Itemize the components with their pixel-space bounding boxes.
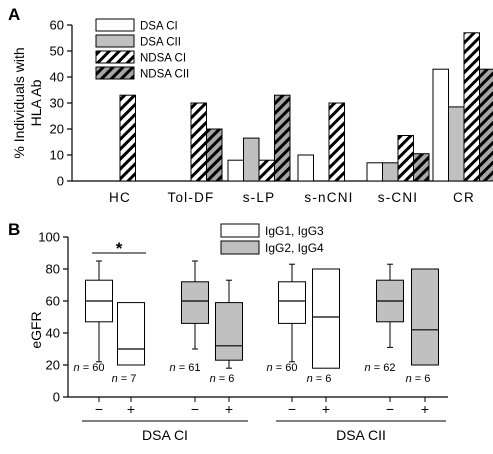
panel-a: A % Individuals with HLA Ab 0 10 20 30 40 50 60… <box>8 5 493 205</box>
bar-ndsa-ci-hc <box>119 94 136 182</box>
panel-b-y-tick-label: 40 <box>46 326 60 341</box>
box-n-label: n = 61 <box>170 362 201 374</box>
group-label: DSA CI <box>142 427 188 443</box>
panel-a-category-label: CR <box>453 190 475 205</box>
panel-b-y-tick-label: 80 <box>46 262 60 277</box>
panel-a-category-label: Tol-DF <box>168 190 215 205</box>
panel-a-y-tick-label: 40 <box>50 70 64 85</box>
bar-ndsa-ci-cr <box>463 32 480 182</box>
panel-b-y-axis-title: eGFR <box>28 311 44 348</box>
legend-label-dsa-cii: DSA CII <box>140 37 181 49</box>
panel-a-legend: DSA CI DSA CII NDSA CI NDSA CII <box>95 18 189 81</box>
box-plot: n = 60 <box>267 263 306 374</box>
panel-b-legend: IgG1, IgG3 IgG2, IgG4 <box>220 223 324 255</box>
box-iqr <box>278 281 306 324</box>
box-plot: n = 6 <box>406 268 439 385</box>
panel-a-y-tick-label: 0 <box>57 174 64 189</box>
bar-ndsa-ci-s-lp <box>258 159 275 182</box>
legend-label-1: IgG1, IgG3 <box>265 224 324 238</box>
bar-dsa-cii-s-lp <box>243 137 260 182</box>
box-iqr <box>215 302 243 361</box>
bar-ndsa-ci-tol-df <box>190 102 207 182</box>
box-plot: n = 6 <box>307 268 340 385</box>
panel-a-category-label: s-LP <box>243 190 276 205</box>
box-n-label: n = 6 <box>307 373 332 385</box>
panel-b-sign-label: + <box>322 401 330 417</box>
box-n-label: n = 60 <box>74 362 105 374</box>
panel-a-y-tick-label: 60 <box>50 18 64 33</box>
panel-a-category-label: s-nCNI <box>304 190 353 205</box>
legend-swatch-dsa-ci <box>95 18 135 32</box>
panel-a-category-label: HC <box>109 190 131 205</box>
box-n-label: n = 6 <box>210 373 235 385</box>
panel-b-sign-label: + <box>127 401 135 417</box>
panel-b-y-tick-label: 60 <box>46 294 60 309</box>
box-n-label: n = 6 <box>406 373 431 385</box>
legend-label-dsa-ci: DSA CI <box>140 21 178 33</box>
bar-dsa-cii-cr <box>448 106 465 182</box>
bar-ndsa-cii-s-cni <box>413 153 430 182</box>
box-iqr <box>117 302 145 366</box>
box-plot: n = 61 <box>170 260 209 374</box>
group-label: DSA CII <box>336 427 386 443</box>
bar-dsa-ci-s-cni <box>366 162 383 182</box>
panel-b-sign-label: + <box>421 401 429 417</box>
box-n-label: n = 7 <box>112 373 137 385</box>
legend-swatch-ndsa-cii <box>95 66 135 80</box>
bar-dsa-ci-s-ncni <box>297 154 314 182</box>
panel-b-y-tick-label: 20 <box>46 358 60 373</box>
panel-b-y-tick-label: 0 <box>53 390 60 405</box>
legend-label-2: IgG2, IgG4 <box>265 241 324 255</box>
box-plot: n = 62 <box>365 263 404 374</box>
panel-b: B eGFR 0 20 40 60 80 100 n = 60 n = 7 n = 61 n =… <box>8 220 448 443</box>
panel-a-y-tick-label: 50 <box>50 44 64 59</box>
bar-dsa-ci-cr <box>432 68 449 182</box>
panel-a-y-axis-title-line-1: % Individuals with <box>11 47 27 158</box>
box-iqr <box>312 268 340 369</box>
bar-dsa-cii-s-cni <box>382 162 399 182</box>
panel-a-y-tick-label: 10 <box>50 148 64 163</box>
bar-ndsa-cii-tol-df <box>206 128 223 182</box>
bar-ndsa-ci-s-cni <box>397 135 414 182</box>
panel-a-y-tick-label: 20 <box>50 122 64 137</box>
legend-swatch-2 <box>220 240 260 255</box>
panel-a-y-tick-label: 30 <box>50 96 64 111</box>
box-iqr <box>181 281 209 324</box>
legend-swatch-ndsa-ci <box>95 50 135 64</box>
bar-dsa-ci-s-lp <box>227 159 244 182</box>
panel-b-sign-label: − <box>191 401 199 417</box>
bar-ndsa-ci-s-ncni <box>328 102 345 182</box>
box-n-label: n = 60 <box>267 362 298 374</box>
panel-b-letter: B <box>8 220 20 239</box>
panel-b-y-tick-label: 100 <box>38 230 60 245</box>
box-plot: n = 7 <box>112 302 145 385</box>
panel-b-sign-label: − <box>288 401 296 417</box>
bar-ndsa-cii-s-lp <box>274 94 291 182</box>
box-plot: n = 60 <box>74 260 113 374</box>
legend-swatch-dsa-cii <box>95 34 135 48</box>
panel-b-sign-label: + <box>225 401 233 417</box>
box-plot: n = 6 <box>210 279 243 385</box>
legend-swatch-1 <box>220 223 260 238</box>
legend-label-ndsa-cii: NDSA CII <box>140 69 189 81</box>
panel-a-letter: A <box>8 5 20 24</box>
panel-b-sign-label: − <box>386 401 394 417</box>
box-n-label: n = 62 <box>365 362 396 374</box>
box-iqr <box>411 268 439 366</box>
legend-label-ndsa-ci: NDSA CI <box>140 53 186 65</box>
panel-a-y-axis-title: % Individuals with HLA Ab <box>11 47 44 158</box>
panel-a-category-label: s-CNI <box>378 190 419 205</box>
panel-b-sign-label: − <box>95 401 103 417</box>
significance-asterisk: * <box>116 239 123 258</box>
bar-ndsa-cii-cr <box>479 68 493 182</box>
panel-a-y-axis-title-line-2: HLA Ab <box>28 79 44 126</box>
